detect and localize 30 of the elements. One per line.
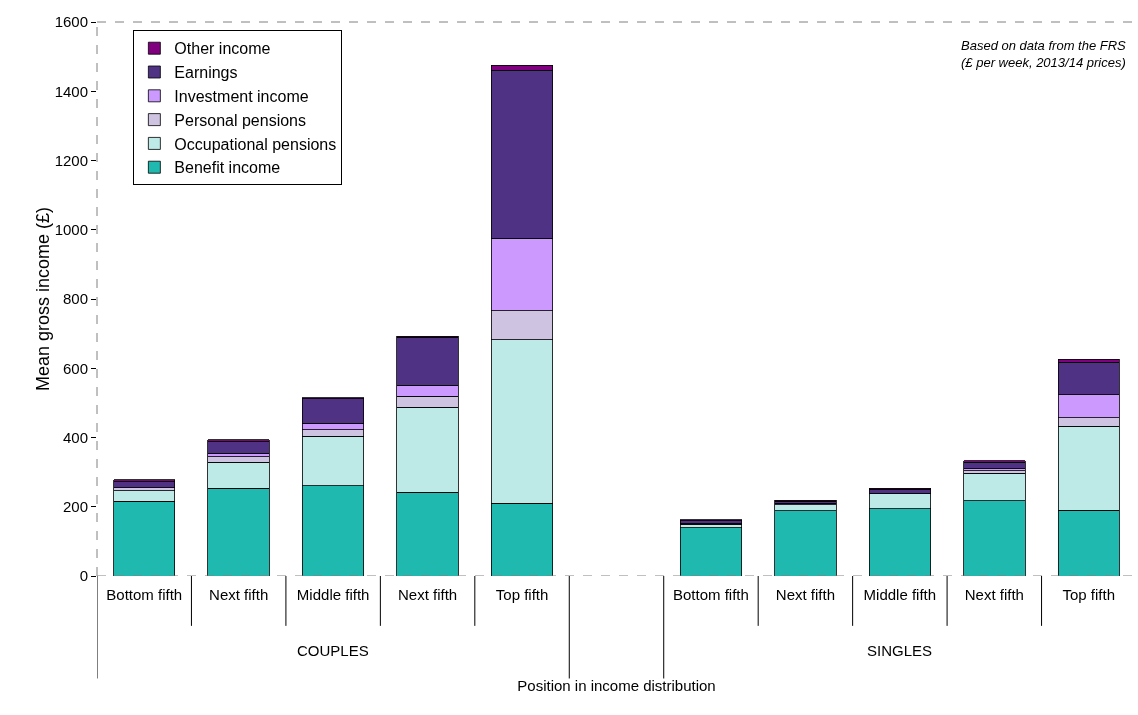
y-tick-label: 200 <box>62 498 88 515</box>
y-axis-title: Mean gross income (£) <box>32 206 53 392</box>
x-tick-label: Top fifth <box>495 586 549 603</box>
x-tick-label: Bottom fifth <box>673 586 749 603</box>
y-tick-label: 400 <box>62 428 88 446</box>
y-tick-label: 1200 <box>54 151 88 169</box>
y-tick-label: 600 <box>62 359 88 377</box>
y-tick-label: 1400 <box>54 82 88 100</box>
x-tick-label: Next fifth <box>964 586 1024 603</box>
text: SINGLES <box>867 642 933 659</box>
x-axis-title: Position in income distribution <box>517 677 716 694</box>
y-tick-label: 800 <box>62 290 88 308</box>
x-tick-label: Next fifth <box>209 586 269 603</box>
x-tick-label: Middle fifth <box>863 586 937 603</box>
y-tick-label: 0 <box>79 567 88 585</box>
legend-label: Personal pensions <box>174 111 307 129</box>
x-tick-label: Top fifth <box>1062 586 1116 603</box>
x-tick-label: Next fifth <box>775 586 835 603</box>
x-tick-label: Middle fifth <box>296 586 370 603</box>
x-tick-label: Bottom fifth <box>106 586 183 603</box>
legend-label: Other income <box>174 40 271 58</box>
x-tick-label: Next fifth <box>398 586 458 603</box>
annotation: Based on data from the FRS (£ per week, 2013/14 prices) <box>961 38 1127 70</box>
legend-label: Occupational pensions <box>174 135 337 153</box>
legend-label: Investment income <box>174 88 309 106</box>
y-tick-label: 1000 <box>54 221 88 238</box>
legend-label: Benefit income <box>174 159 281 177</box>
legend-label: Earnings <box>174 64 238 82</box>
y-tick-label: 1600 <box>54 13 88 31</box>
text: COUPLES <box>297 642 369 659</box>
